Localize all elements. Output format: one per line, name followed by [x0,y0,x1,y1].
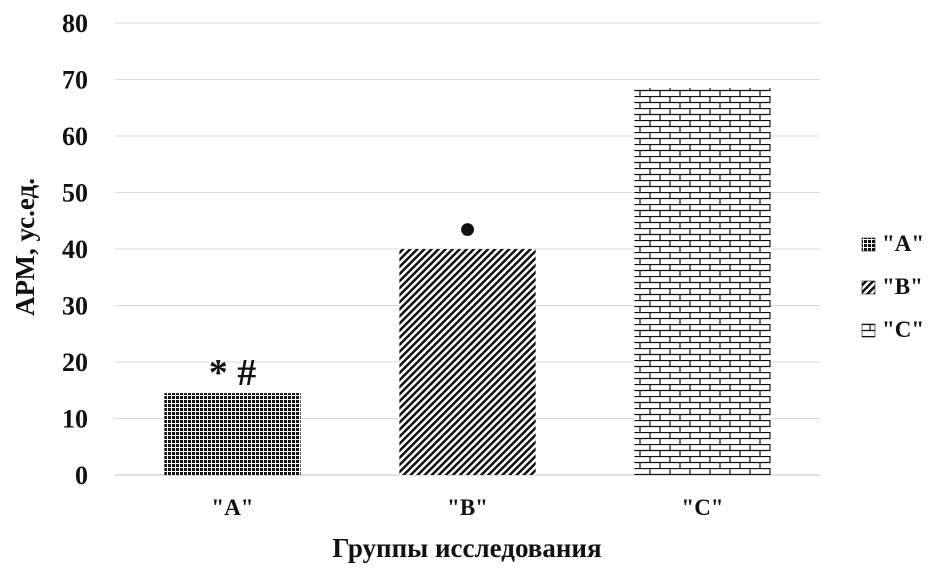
legend-swatch [861,237,876,252]
y-tick-label: 80 [62,9,88,38]
x-tick-label: "A" [211,495,253,520]
significance-dot: ● [458,212,476,245]
legend-label: "C" [882,317,924,342]
y-tick-label: 30 [62,292,88,321]
legend-label: "A" [882,231,924,256]
legend-swatch [861,323,876,338]
y-tick-label: 40 [62,235,88,264]
y-tick-label: 70 [62,66,88,95]
significance-markers: * # [209,352,257,394]
bar-3 [634,87,771,475]
bar-1 [164,393,301,475]
x-tick-label: "C" [681,495,723,520]
x-tick-label: "B" [447,495,488,520]
y-tick-label: 50 [62,179,88,208]
x-axis-title: Группы исследования [332,533,601,563]
legend-label: "B" [882,274,923,299]
legend-swatch [861,280,876,295]
bar-annotations: * # ● [209,212,477,394]
bar-2 [399,249,536,475]
bars [164,87,771,475]
x-tick-labels: "A" "B" "C" [211,495,723,520]
y-tick-label: 10 [62,405,88,434]
y-tick-labels: 0 10 20 30 40 50 60 70 80 [62,9,88,490]
legend: "A" "B" "C" [861,231,924,342]
y-axis-title: АРМ, ус.ед. [10,178,40,316]
y-tick-label: 20 [62,348,88,377]
y-tick-label: 60 [62,122,88,151]
y-tick-label: 0 [75,461,88,490]
